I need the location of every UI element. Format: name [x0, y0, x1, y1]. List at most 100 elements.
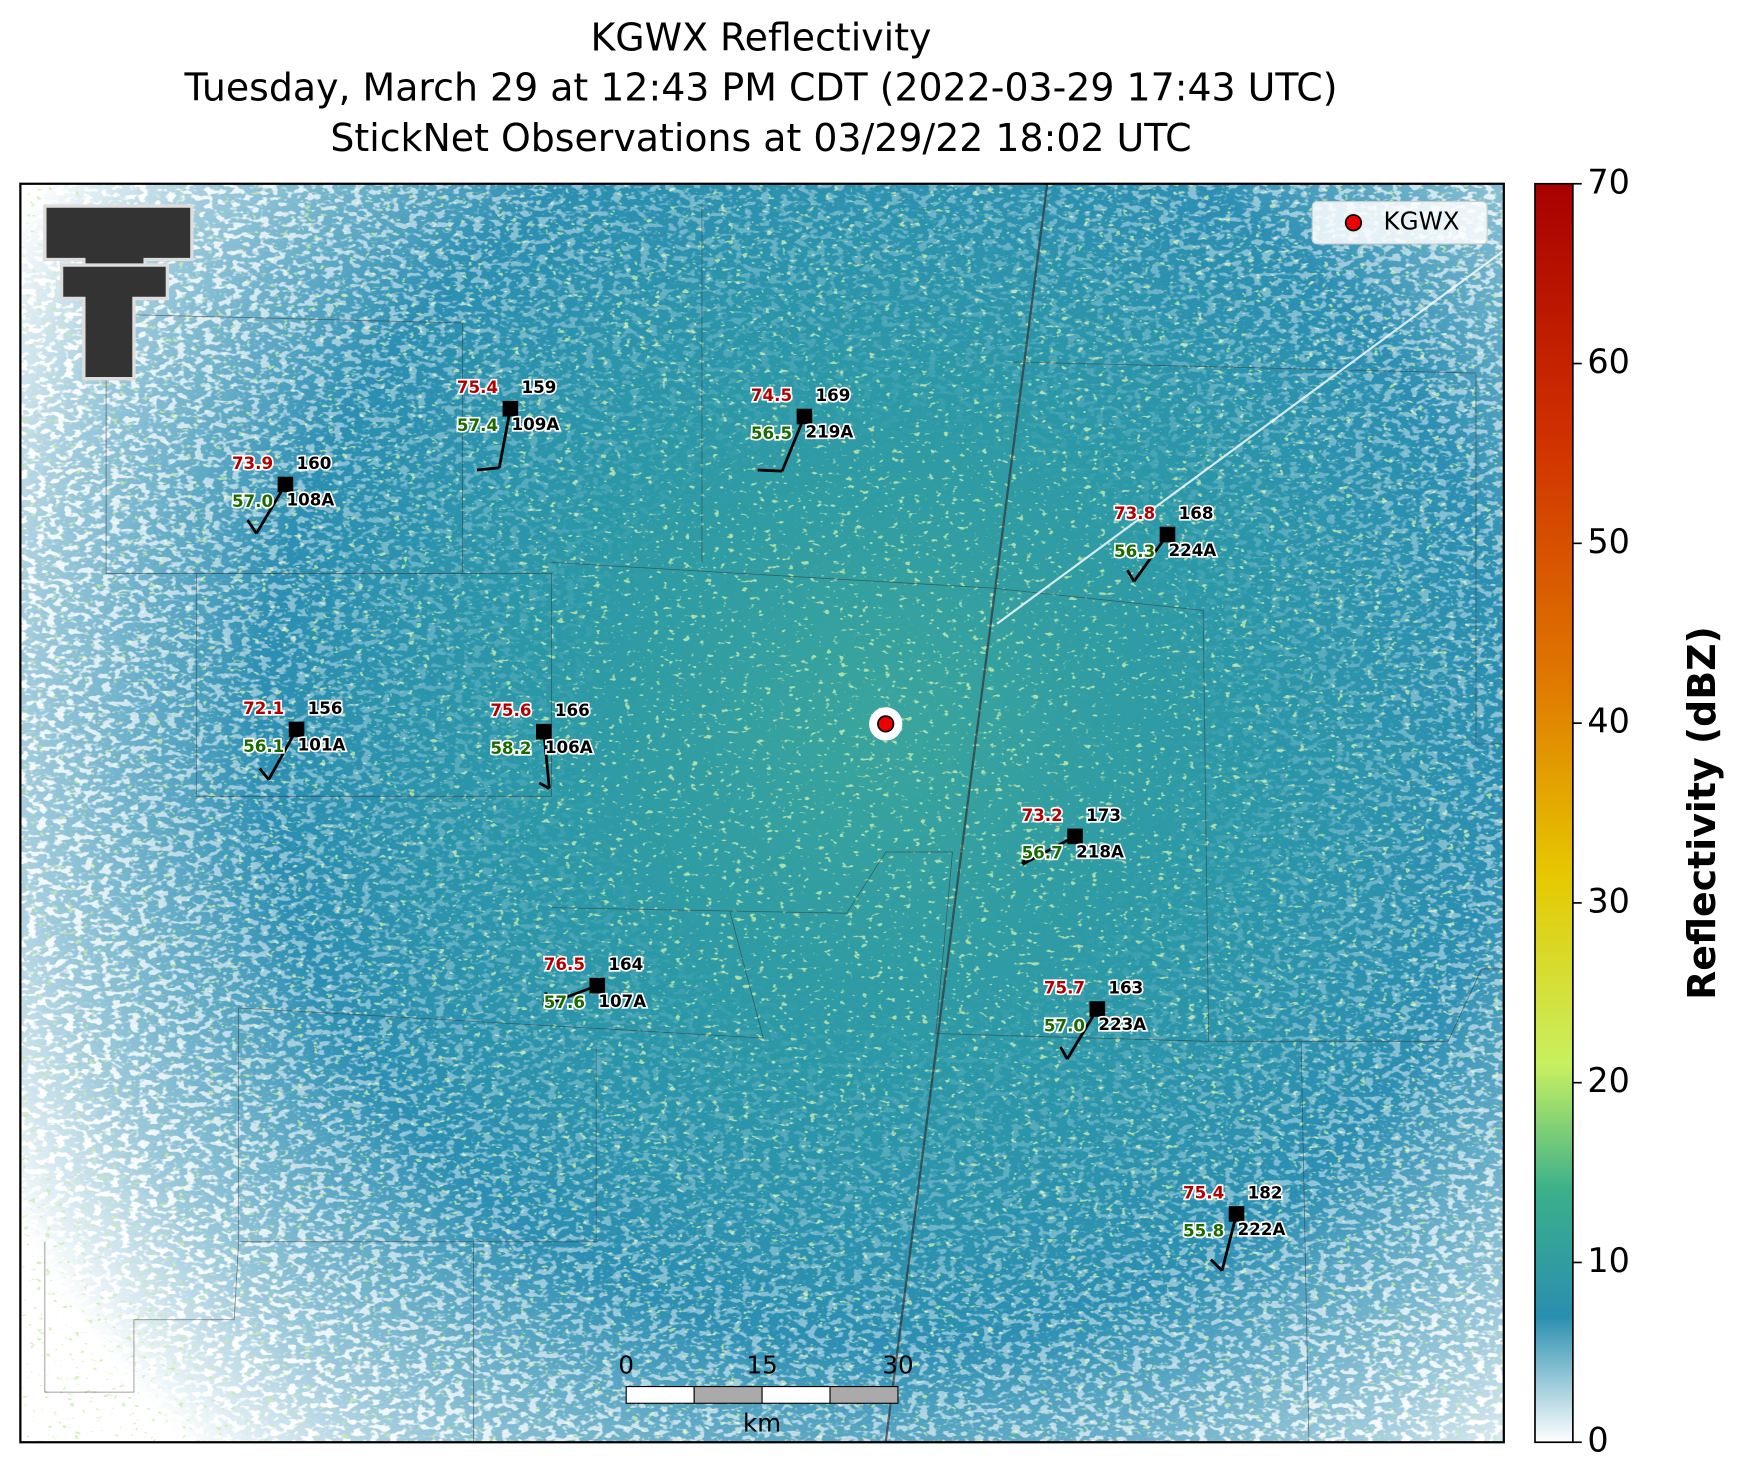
- colorbar-tick-label: 10: [1587, 1241, 1630, 1280]
- temperature: 73.2: [1022, 805, 1063, 825]
- wind-barb-flag: [1209, 1258, 1224, 1272]
- dewpoint: 56.3: [1114, 541, 1155, 561]
- station-marker: [1089, 1001, 1106, 1017]
- logo: [43, 204, 194, 381]
- dewpoint: 56.5: [751, 423, 792, 443]
- probe-id: 106A: [545, 737, 593, 757]
- wind-barb-flag: [1021, 850, 1029, 865]
- wind-barb-flag: [538, 781, 551, 790]
- scale-segment: [761, 1386, 831, 1404]
- wind-barb: [267, 728, 298, 781]
- station-id: 156: [308, 698, 343, 718]
- station: 74.5 169 56.5 219A: [749, 383, 855, 473]
- temperature: 75.6: [490, 700, 531, 720]
- wind-barb: [255, 483, 287, 535]
- wind-barb-flag: [542, 992, 548, 1006]
- legend: KGWX: [1311, 201, 1488, 245]
- dewpoint: 57.4: [457, 415, 498, 435]
- dewpoint: 57.6: [544, 992, 585, 1012]
- colorbar-tick-label: 20: [1587, 1061, 1630, 1100]
- wind-barb: [497, 408, 512, 469]
- temperature: 73.9: [232, 453, 273, 473]
- scale-segment: [625, 1386, 695, 1404]
- station: 75.6 166 58.2 106A: [489, 698, 594, 790]
- temperature: 75.4: [457, 377, 498, 397]
- legend-label: KGWX: [1384, 207, 1460, 236]
- wind-barb: [1022, 835, 1076, 866]
- station: 75.7 163 57.0 223A: [1042, 976, 1148, 1060]
- station: 73.9 160 57.0 108A: [230, 451, 336, 535]
- dewpoint: 57.0: [1044, 1015, 1085, 1035]
- probe-id: 218A: [1076, 842, 1124, 862]
- colorbar-tick-label: 70: [1587, 162, 1630, 201]
- title: KGWX Reflectivity Tuesday, March 29 at 12…: [183, 16, 1337, 160]
- probe-id: 219A: [806, 422, 854, 442]
- colorbar-tick-label: 0: [1587, 1421, 1608, 1460]
- colorbar-label: Reflectivity (dBZ): [1680, 626, 1724, 1000]
- station: 76.5 164 57.6 107A: [542, 952, 648, 1013]
- dewpoint: 55.8: [1183, 1220, 1224, 1240]
- station: 75.4 159 57.4 109A: [455, 376, 561, 472]
- title-line: Tuesday, March 29 at 12:43 PM CDT (2022-…: [183, 66, 1337, 110]
- dewpoint: 56.7: [1022, 843, 1063, 863]
- probe-id: 223A: [1098, 1014, 1146, 1034]
- title-line: KGWX Reflectivity: [590, 16, 931, 60]
- station-marker: [796, 408, 813, 425]
- probe-id: 109A: [512, 414, 560, 434]
- colorbar-tick-label: 30: [1587, 881, 1630, 920]
- wind-barb-flag: [258, 767, 270, 781]
- wind-barb-flag: [757, 468, 783, 473]
- scale-label: 15: [746, 1351, 777, 1380]
- scale-segment: [693, 1386, 763, 1404]
- station-marker: [277, 476, 294, 493]
- wind-barb: [1220, 1213, 1238, 1272]
- station-marker: [1159, 526, 1176, 543]
- dewpoint: 56.1: [243, 736, 284, 756]
- station-id: 169: [816, 385, 851, 405]
- station-id: 166: [555, 700, 590, 720]
- station-id: 159: [522, 377, 557, 397]
- wind-barb: [543, 984, 598, 1007]
- probe-id: 108A: [287, 490, 335, 510]
- temperature: 74.5: [751, 385, 792, 405]
- colorbar-tick-label: 60: [1587, 342, 1630, 381]
- temperature: 76.5: [544, 954, 585, 974]
- temperature: 75.4: [1183, 1182, 1224, 1202]
- probe-id: 222A: [1238, 1219, 1286, 1239]
- wind-barb: [1132, 533, 1169, 583]
- title-line: StickNet Observations at 03/29/22 18:02 …: [330, 116, 1191, 160]
- station-marker: [1228, 1206, 1245, 1222]
- colorbar-tick-label: 50: [1587, 522, 1630, 561]
- wind-barb: [542, 731, 551, 789]
- dewpoint: 58.2: [490, 738, 531, 758]
- temperature: 75.7: [1044, 977, 1085, 997]
- station: 73.8 168 56.3 224A: [1112, 501, 1218, 583]
- station-marker: [288, 721, 305, 738]
- wind-barb: [780, 415, 806, 472]
- scale-label: 0: [618, 1351, 634, 1380]
- temperature: 72.1: [243, 698, 284, 718]
- radar-site: [877, 715, 895, 733]
- wind-barb: [1066, 1008, 1099, 1060]
- scale-segment: [829, 1386, 899, 1404]
- station: 72.1 156 56.1 101A: [241, 696, 347, 781]
- scale-unit: km: [743, 1408, 781, 1437]
- station-id: 182: [1248, 1182, 1283, 1202]
- radar-map: KGWX 75.4 159 57.4 109A 74.5 169 56.5 219A 73.9 1…: [19, 182, 1505, 1444]
- colorbar-tick-label: 40: [1587, 702, 1630, 741]
- station-marker: [502, 400, 519, 417]
- station-marker: [536, 723, 552, 740]
- probe-id: 101A: [298, 735, 346, 755]
- wind-barb-flag: [1059, 1046, 1069, 1060]
- scale-label: 30: [882, 1351, 913, 1380]
- station: 73.2 173 56.7 218A: [1020, 803, 1126, 866]
- wind-barb-flag: [246, 519, 258, 535]
- wind-barb-flag: [476, 466, 500, 472]
- station-id: 163: [1108, 977, 1143, 997]
- station-id: 160: [297, 453, 332, 473]
- station-id: 173: [1086, 805, 1121, 825]
- station-marker: [589, 977, 606, 994]
- dewpoint: 57.0: [232, 491, 273, 511]
- station-id: 168: [1179, 503, 1214, 523]
- probe-id: 107A: [598, 991, 646, 1011]
